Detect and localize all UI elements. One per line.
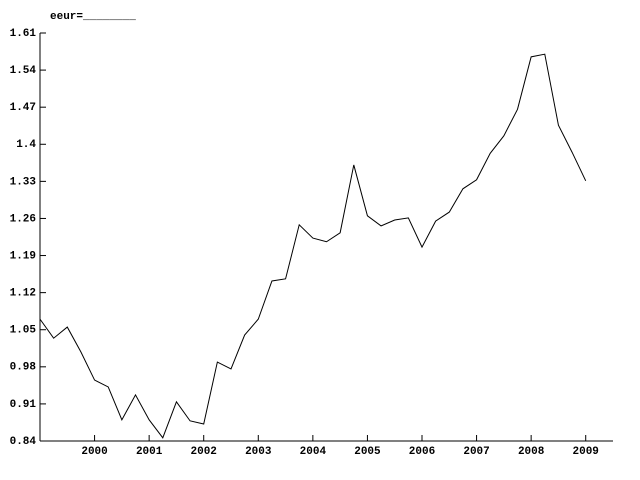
x-tick-label: 2005 — [354, 446, 381, 458]
y-tick-label: 1.54 — [10, 65, 37, 77]
y-tick-label: 0.84 — [10, 436, 37, 448]
y-tick-label: 1.12 — [10, 288, 36, 300]
x-tick-label: 2002 — [191, 446, 217, 458]
x-tick-label: 2009 — [573, 446, 599, 458]
x-tick-label: 2004 — [300, 446, 327, 458]
y-tick-label: 1.19 — [10, 250, 36, 262]
chart-title: eeur=________ — [50, 11, 136, 23]
x-tick-label: 2000 — [81, 446, 107, 458]
y-tick-label: 1.4 — [16, 139, 36, 151]
x-tick-label: 2008 — [518, 446, 545, 458]
y-tick-label: 1.05 — [10, 325, 37, 337]
x-tick-label: 2003 — [245, 446, 272, 458]
y-tick-label: 1.33 — [10, 176, 37, 188]
y-tick-label: 0.91 — [10, 399, 37, 411]
x-tick-label: 2001 — [136, 446, 163, 458]
y-tick-label: 1.61 — [10, 28, 37, 40]
x-tick-label: 2007 — [463, 446, 489, 458]
y-tick-label: 1.47 — [10, 102, 36, 114]
data-line — [39, 53, 587, 439]
x-tick-label: 2006 — [409, 446, 435, 458]
y-tick-label: 0.98 — [10, 362, 37, 374]
y-tick-label: 1.26 — [10, 213, 36, 225]
